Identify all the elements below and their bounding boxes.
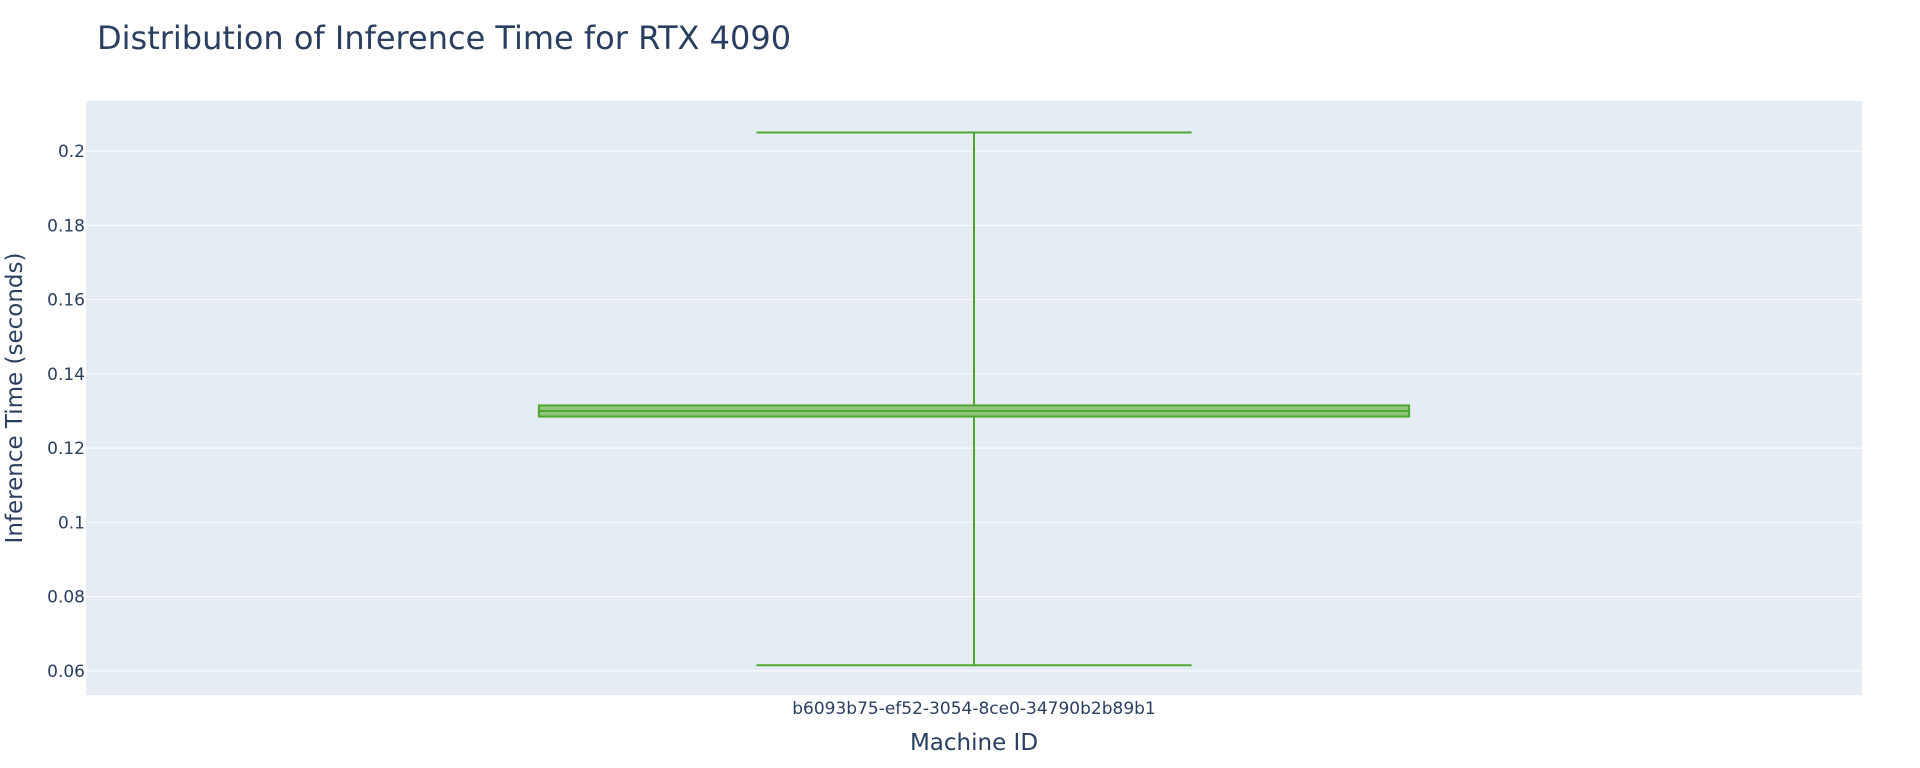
x-tick-label: b6093b75-ef52-3054-8ce0-34790b2b89b1 bbox=[792, 699, 1156, 719]
y-tick-label: 0.1 bbox=[58, 513, 85, 533]
y-tick-label: 0.16 bbox=[47, 291, 85, 311]
x-axis-title: Machine ID bbox=[910, 730, 1038, 756]
box-trace bbox=[537, 131, 1411, 667]
y-tick-label: 0.06 bbox=[47, 662, 85, 682]
y-tick-label: 0.12 bbox=[47, 439, 85, 459]
chart-title: Distribution of Inference Time for RTX 4… bbox=[97, 19, 791, 57]
y-tick-labels: 0.06 0.08 0.1 0.12 0.14 0.16 0.18 0.2 bbox=[47, 142, 85, 682]
x-tick-labels: b6093b75-ef52-3054-8ce0-34790b2b89b1 bbox=[792, 699, 1156, 719]
y-tick-label: 0.2 bbox=[58, 142, 85, 162]
box-traces bbox=[537, 131, 1411, 667]
y-tick-label: 0.08 bbox=[47, 588, 85, 608]
y-axis-title: Inference Time (seconds) bbox=[2, 253, 28, 544]
y-tick-label: 0.14 bbox=[47, 365, 85, 385]
y-tick-label: 0.18 bbox=[47, 216, 85, 236]
